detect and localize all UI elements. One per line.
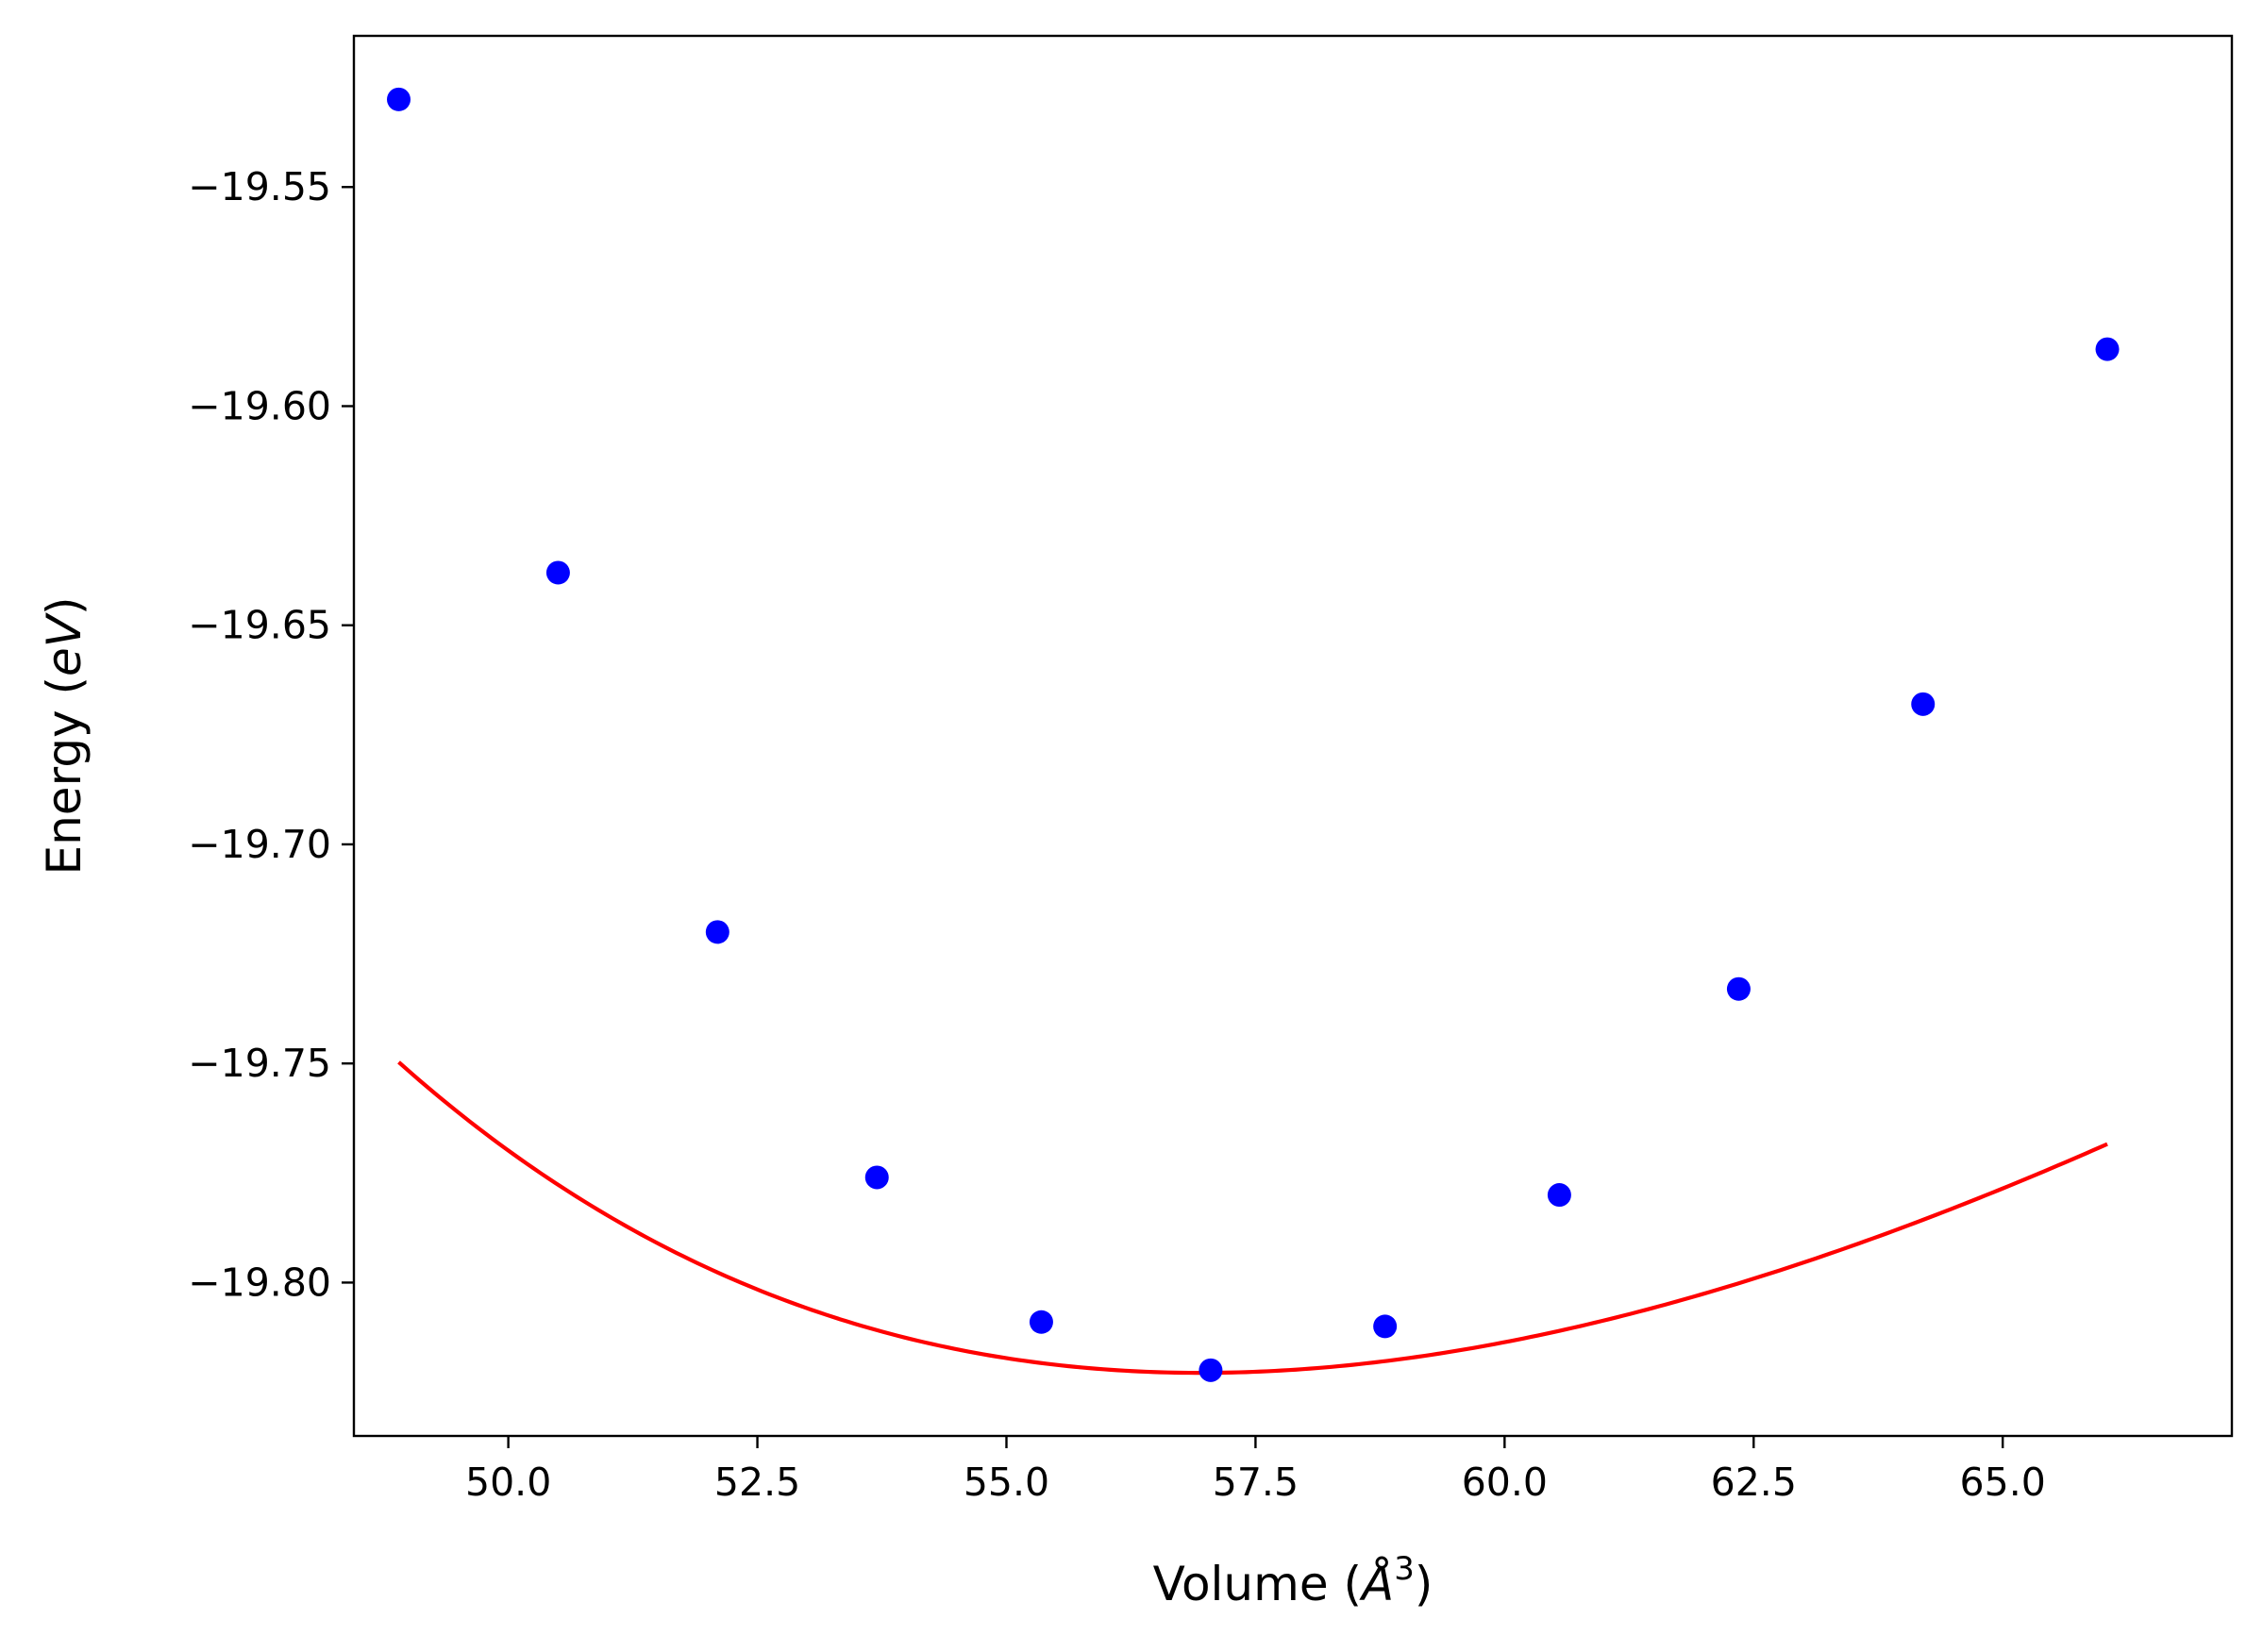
data-points-layer — [387, 87, 2120, 1382]
data-point — [1029, 1310, 1053, 1334]
data-point — [1199, 1358, 1223, 1382]
data-point — [387, 87, 411, 111]
x-tick-label: 65.0 — [1960, 1460, 2046, 1505]
y-axis-label: Energy (eV) — [37, 597, 92, 876]
data-point — [1373, 1314, 1398, 1339]
y-tick-label: −19.55 — [188, 164, 331, 209]
data-point — [1726, 976, 1751, 1001]
plot-area — [354, 36, 2232, 1436]
y-tick-label: −19.80 — [188, 1260, 331, 1305]
x-tick-label: 52.5 — [714, 1460, 800, 1505]
y-axis-label-suffix: ) — [37, 597, 92, 616]
data-point — [545, 560, 570, 585]
y-tick-label: −19.60 — [188, 383, 331, 428]
x-tick-label: 60.0 — [1462, 1460, 1548, 1505]
y-axis-ticks: −19.55 −19.60 −19.65 −19.70 −19.75 −19.80 — [188, 164, 354, 1305]
x-axis-label-suffix: ) — [1415, 1557, 1433, 1611]
y-tick-label: −19.70 — [188, 822, 331, 867]
y-tick-label: −19.65 — [188, 603, 331, 648]
data-point — [705, 920, 729, 944]
x-axis-label-prefix: Volume ( — [1153, 1557, 1362, 1611]
x-axis-label: Volume (Å3) — [1153, 1550, 1433, 1611]
x-axis-label-unit: Å — [1359, 1557, 1394, 1611]
x-tick-label: 57.5 — [1213, 1460, 1299, 1505]
data-point — [1911, 692, 1936, 716]
data-point — [1547, 1183, 1571, 1208]
fit-curve-layer — [397, 1060, 2108, 1376]
data-point — [864, 1165, 889, 1190]
fit-curve — [397, 1060, 2108, 1376]
y-tick-label: −19.75 — [188, 1041, 331, 1086]
x-tick-label: 62.5 — [1711, 1460, 1797, 1505]
x-tick-label: 55.0 — [964, 1460, 1049, 1505]
y-axis-label-unit: eV — [37, 611, 92, 676]
x-tick-label: 50.0 — [465, 1460, 551, 1505]
x-axis-ticks: 50.0 52.5 55.0 57.5 60.0 62.5 65.0 — [465, 1436, 2046, 1505]
y-axis-label-prefix: Energy ( — [37, 676, 92, 875]
plot-frame — [352, 34, 2234, 1438]
data-point — [2095, 337, 2120, 361]
x-axis-label-exponent: 3 — [1394, 1550, 1415, 1588]
